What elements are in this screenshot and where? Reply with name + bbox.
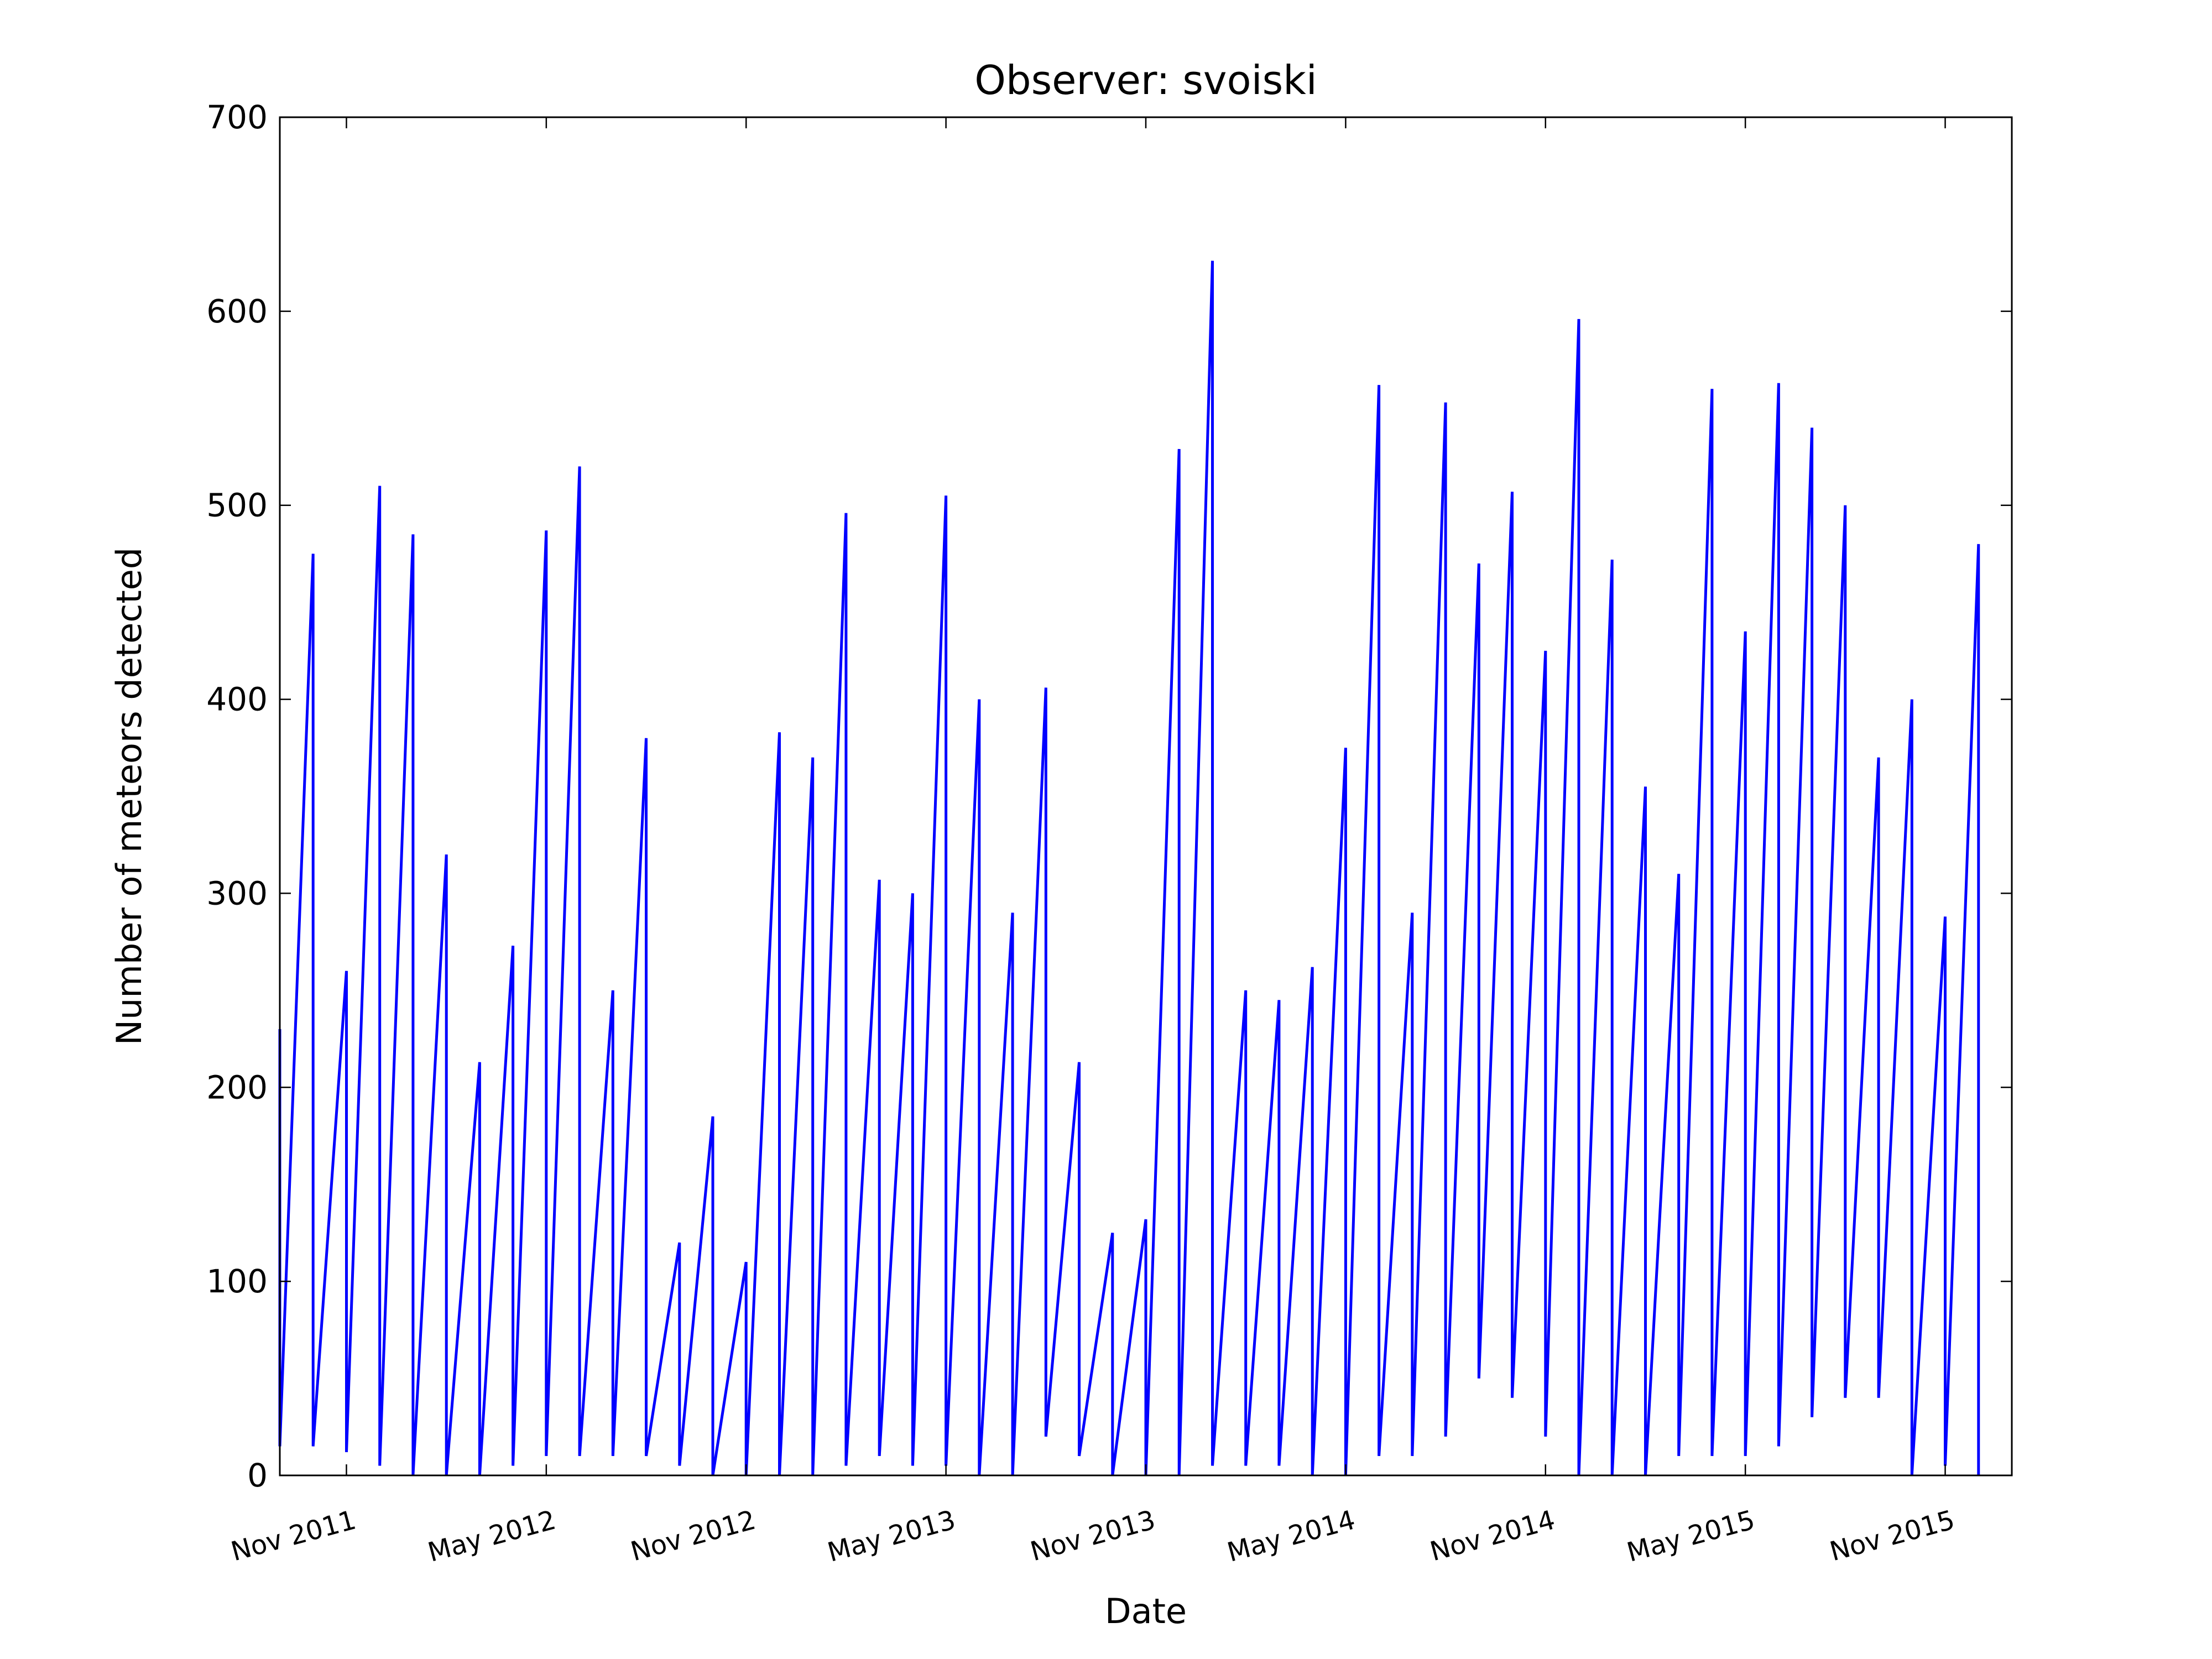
y-tick-label: 100: [206, 1262, 268, 1300]
y-tick-label: 0: [247, 1457, 268, 1494]
y-tick-label: 500: [206, 487, 268, 524]
x-axis-label: Date: [1105, 1591, 1187, 1631]
y-tick-label: 200: [206, 1068, 268, 1106]
y-tick-label: 700: [206, 98, 268, 136]
plot-frame: [279, 116, 2013, 1477]
y-tick-label: 300: [206, 874, 268, 912]
chart-title: Observer: svoiski: [974, 57, 1317, 103]
y-tick-label: 600: [206, 293, 268, 330]
y-tick-label: 400: [206, 681, 268, 718]
data-line: [278, 260, 1980, 1476]
y-axis-label: Number of meteors detected: [109, 547, 149, 1046]
